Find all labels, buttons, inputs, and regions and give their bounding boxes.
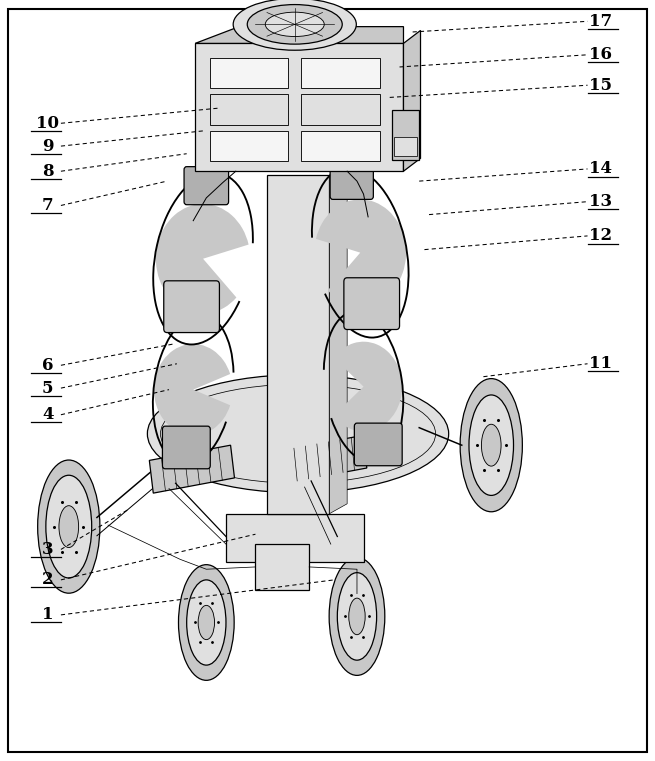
FancyBboxPatch shape (195, 43, 403, 171)
Ellipse shape (469, 395, 514, 495)
Ellipse shape (337, 572, 377, 660)
Text: 8: 8 (42, 163, 54, 180)
Text: 10: 10 (36, 115, 60, 132)
Ellipse shape (37, 460, 100, 594)
Wedge shape (316, 199, 406, 306)
Ellipse shape (481, 425, 501, 466)
Polygon shape (403, 30, 421, 171)
Text: 4: 4 (42, 406, 54, 423)
Bar (392, 110, 419, 160)
Text: 9: 9 (42, 138, 54, 154)
Text: 2: 2 (42, 572, 54, 588)
FancyBboxPatch shape (184, 167, 229, 205)
Ellipse shape (460, 379, 522, 511)
Text: 12: 12 (589, 228, 612, 244)
Text: 13: 13 (589, 193, 612, 210)
Polygon shape (149, 445, 234, 493)
Bar (301, 58, 380, 88)
Ellipse shape (248, 5, 342, 44)
Ellipse shape (59, 505, 79, 548)
Ellipse shape (233, 0, 356, 50)
FancyBboxPatch shape (162, 426, 210, 469)
Ellipse shape (178, 565, 234, 680)
Text: 11: 11 (589, 355, 612, 372)
Bar (267, 175, 329, 514)
Text: 3: 3 (42, 541, 54, 558)
Bar (210, 58, 288, 88)
Ellipse shape (187, 580, 226, 665)
Wedge shape (154, 344, 230, 435)
Text: 14: 14 (589, 161, 612, 177)
Bar (301, 131, 380, 161)
Bar (394, 137, 417, 156)
Bar (210, 131, 288, 161)
Text: 16: 16 (589, 46, 612, 63)
Ellipse shape (265, 12, 324, 37)
FancyBboxPatch shape (354, 423, 402, 466)
Ellipse shape (329, 557, 385, 676)
Text: 5: 5 (42, 380, 54, 396)
Ellipse shape (147, 374, 449, 493)
Text: 7: 7 (42, 197, 54, 214)
Polygon shape (195, 27, 403, 43)
FancyBboxPatch shape (164, 281, 219, 333)
Bar (210, 94, 288, 125)
Text: 15: 15 (589, 77, 612, 94)
FancyBboxPatch shape (344, 278, 400, 330)
Wedge shape (334, 342, 402, 431)
Ellipse shape (348, 598, 365, 635)
Ellipse shape (46, 475, 92, 578)
Polygon shape (329, 175, 347, 514)
Text: 17: 17 (589, 13, 612, 30)
Bar (255, 544, 309, 590)
Bar (301, 94, 380, 125)
Text: 1: 1 (42, 607, 54, 623)
Ellipse shape (198, 606, 214, 639)
FancyBboxPatch shape (330, 163, 373, 199)
Polygon shape (226, 514, 364, 562)
Wedge shape (156, 204, 249, 314)
Text: 6: 6 (42, 357, 54, 374)
Polygon shape (282, 435, 367, 483)
